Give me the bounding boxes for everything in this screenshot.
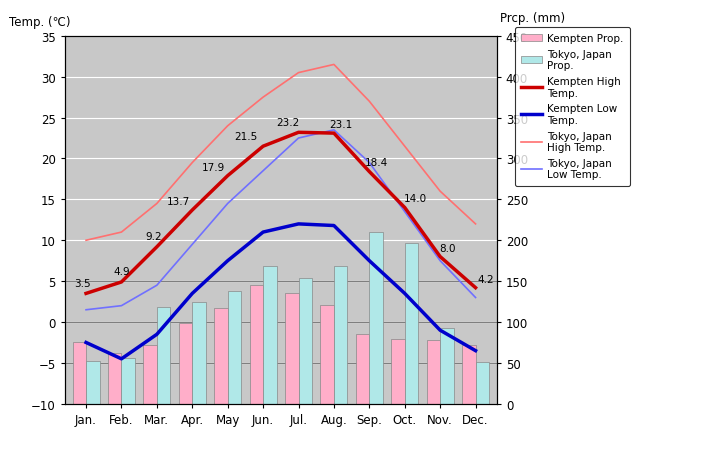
Bar xyxy=(215,308,228,404)
Bar xyxy=(179,323,192,404)
Text: 21.5: 21.5 xyxy=(234,132,257,142)
Text: 17.9: 17.9 xyxy=(202,162,225,172)
Bar xyxy=(263,267,276,404)
Bar xyxy=(440,328,454,404)
Bar xyxy=(122,358,135,404)
Text: 4.2: 4.2 xyxy=(478,274,495,284)
Bar xyxy=(86,362,99,404)
Bar xyxy=(369,233,383,404)
Text: 18.4: 18.4 xyxy=(365,158,388,168)
Bar xyxy=(192,303,206,404)
Bar xyxy=(320,305,334,404)
Text: 9.2: 9.2 xyxy=(145,231,161,241)
Bar xyxy=(405,243,418,404)
Bar xyxy=(427,340,440,404)
Bar xyxy=(73,343,86,404)
Bar xyxy=(108,353,122,404)
Bar xyxy=(462,345,475,404)
Bar xyxy=(299,278,312,404)
Text: 4.9: 4.9 xyxy=(113,267,130,277)
Legend: Kempten Prop., Tokyo, Japan
Prop., Kempten High
Temp., Kempten Low
Temp., Tokyo,: Kempten Prop., Tokyo, Japan Prop., Kempt… xyxy=(515,28,630,186)
Text: 8.0: 8.0 xyxy=(439,243,456,253)
Bar xyxy=(143,345,157,404)
Bar xyxy=(334,267,347,404)
Bar xyxy=(285,294,299,404)
Bar xyxy=(475,362,489,404)
Bar xyxy=(228,291,241,404)
Bar xyxy=(250,285,263,404)
Text: 14.0: 14.0 xyxy=(404,194,427,204)
Text: 23.2: 23.2 xyxy=(276,118,300,128)
Text: 23.1: 23.1 xyxy=(329,120,353,130)
Text: 13.7: 13.7 xyxy=(166,196,190,207)
Bar xyxy=(391,340,405,404)
Bar xyxy=(157,308,171,404)
Bar xyxy=(356,335,369,404)
Text: 3.5: 3.5 xyxy=(74,278,91,288)
Text: Temp. (℃): Temp. (℃) xyxy=(9,17,70,29)
Text: Prcp. (mm): Prcp. (mm) xyxy=(500,12,565,25)
